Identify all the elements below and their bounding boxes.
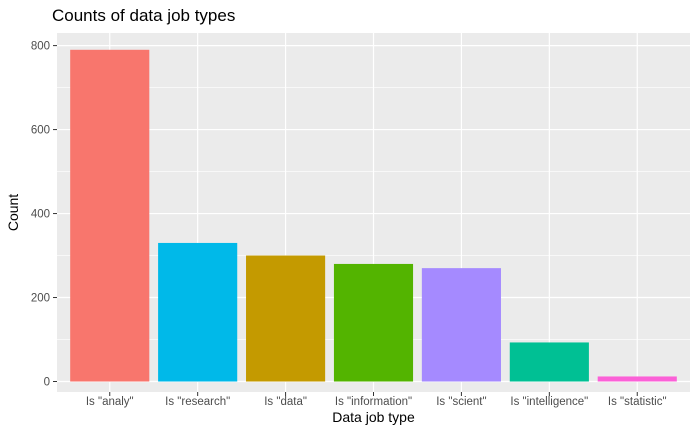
y-axis: 0 200 400 600 800 [31,41,57,389]
bars [70,49,677,382]
bar [509,342,589,382]
x-tick-label: Is "research" [165,396,230,408]
bar [333,263,414,382]
x-tick-label: Is "data" [264,396,307,408]
bar [597,376,677,382]
chart-title: Counts of data job types [52,6,236,25]
bar [246,255,326,382]
x-tick-label: Is "scient" [436,396,486,408]
y-tick-label: 800 [31,41,50,53]
bar [70,49,150,382]
x-tick-label: Is "analy" [86,396,134,408]
x-tick-label: Is "intelligence" [510,396,588,408]
y-tick-label: 600 [31,125,50,137]
bar [421,268,501,382]
bar [158,242,238,382]
y-tick-label: 0 [44,377,50,389]
x-tick-label: Is "statistic" [608,396,667,408]
x-axis-title: Data job type [332,409,415,425]
y-tick-label: 200 [31,293,50,305]
x-tick-label: Is "information" [335,396,412,408]
y-axis-title: Count [5,194,21,231]
x-axis: Is "analy" Is "research" Is "data" Is "info… [86,392,667,408]
y-tick-label: 400 [31,209,50,221]
